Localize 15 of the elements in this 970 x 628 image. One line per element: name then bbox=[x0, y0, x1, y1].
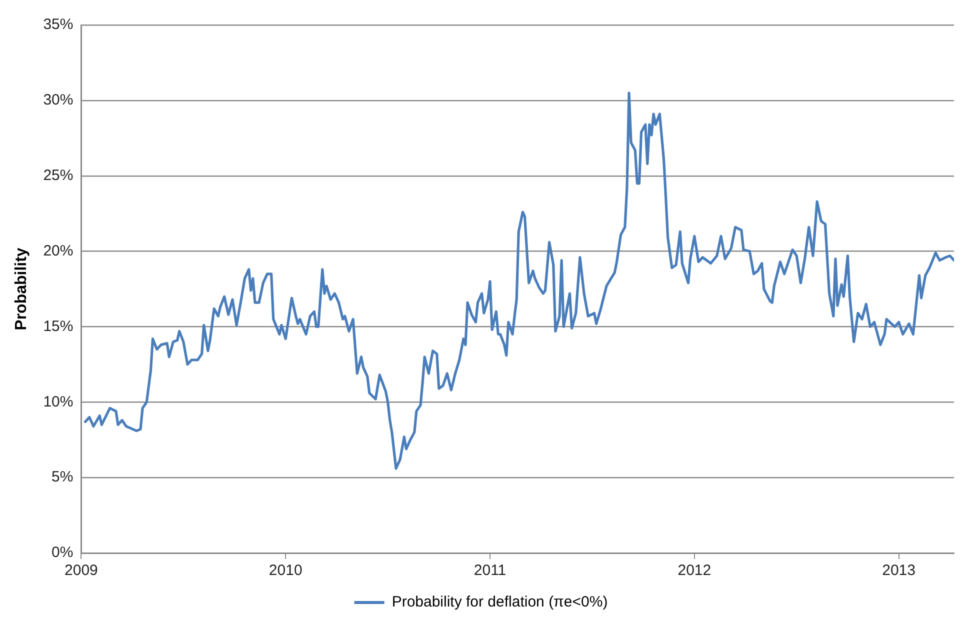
y-tick-label: 35% bbox=[43, 16, 74, 34]
y-tick-label: 20% bbox=[43, 242, 74, 260]
y-axis-title: Probability bbox=[13, 248, 30, 330]
y-tick-label: 0% bbox=[52, 544, 74, 562]
legend-label: Probability for deflation (πe<0%) bbox=[392, 594, 608, 611]
x-tick-label: 2010 bbox=[268, 562, 302, 580]
y-tick-label: 5% bbox=[52, 468, 74, 486]
x-tick-label: 2009 bbox=[64, 562, 98, 580]
y-tick-label: 15% bbox=[43, 318, 74, 335]
y-tick-label: 30% bbox=[43, 92, 74, 109]
x-tick-label: 2011 bbox=[474, 562, 506, 580]
x-tick-label: 2013 bbox=[882, 562, 916, 580]
y-tick-label: 25% bbox=[43, 167, 74, 184]
x-tick-label: 2012 bbox=[678, 562, 712, 580]
y-tick-label: 10% bbox=[43, 393, 74, 410]
